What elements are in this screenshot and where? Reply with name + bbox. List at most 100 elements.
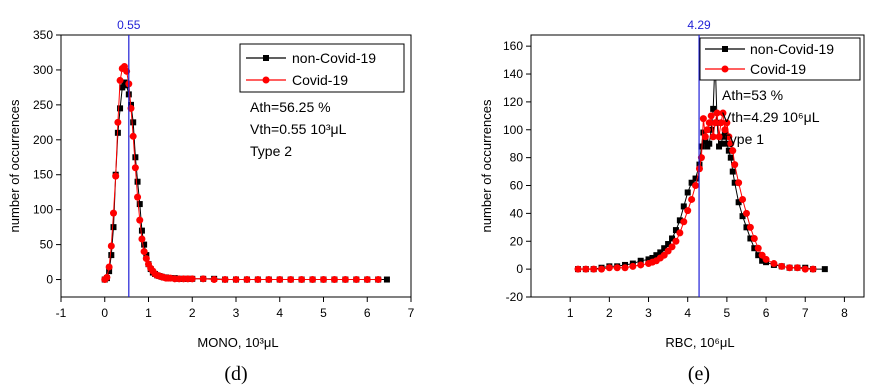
threshold-label: 0.55 [117,18,141,32]
data-point [719,133,726,140]
data-point [735,179,743,187]
y-tick-label: 0 [46,273,53,287]
data-point [739,195,747,203]
data-point [723,119,731,127]
x-tick-label: 7 [408,306,415,320]
data-point [383,276,390,283]
data-point [705,119,713,127]
data-point [116,76,124,84]
data-point [735,199,742,206]
x-tick-label: 0 [101,306,108,320]
data-point [747,235,754,242]
data-point [672,237,680,245]
data-point [112,172,120,180]
data-point [762,255,770,263]
data-point [770,260,778,268]
data-point [721,126,729,134]
data-point [729,168,736,175]
y-tick-label: 80 [510,151,524,165]
data-point [778,262,786,270]
annotation-type: Type 1 [722,131,764,147]
legend-label-covid: Covid-19 [292,72,348,88]
data-point [108,252,115,259]
data-point [711,119,719,127]
data-point [136,201,143,208]
x-axis-label: RBC, 10⁶μL [665,335,734,350]
data-point [132,154,139,161]
data-point [710,105,717,112]
data-point [199,275,207,283]
data-point [621,264,629,272]
y-tick-label: 60 [510,179,524,193]
data-point [793,264,801,272]
y-tick-label: 150 [33,168,53,182]
data-point [692,175,699,182]
data-point [684,189,691,196]
data-point [717,119,725,127]
data-point [657,249,664,256]
legend-label-non-covid: non-Covid-19 [292,50,376,66]
data-point [103,273,111,281]
y-tick-label: 120 [503,95,523,109]
data-point [698,143,705,150]
y-tick-label: 160 [503,39,523,53]
data-point [665,241,672,248]
data-point [265,276,273,284]
data-point [629,262,637,270]
data-point [232,276,240,284]
series-group [101,62,390,284]
legend-label-covid: Covid-19 [750,61,806,77]
data-point [637,261,645,269]
x-tick-label: 5 [724,306,731,320]
y-tick-label: 40 [510,206,524,220]
data-point [605,264,613,272]
data-point [676,217,683,224]
annotation-ath: Ath=56.25 % [250,99,331,115]
legend-marker-covid [721,65,729,73]
data-point [330,276,338,284]
legend-box [699,37,861,81]
data-point [661,245,668,252]
legend-marker-covid [262,76,270,84]
x-tick-label: 1 [567,306,574,320]
data-point [140,248,148,256]
y-tick-label: -20 [506,290,524,304]
data-point [668,243,676,251]
data-point [131,164,139,172]
data-point [680,203,687,210]
data-point [110,224,117,231]
data-point [590,265,598,273]
data-point [801,265,809,273]
data-point [688,179,695,186]
data-point [117,105,124,112]
x-tick-label: 3 [645,306,652,320]
data-point [684,207,692,215]
x-tick-label: 5 [320,306,327,320]
data-point [221,276,229,284]
y-tick-label: 200 [33,133,53,147]
panel-caption: (d) [224,363,247,385]
data-point [254,276,262,284]
data-point [809,265,817,273]
data-point [699,115,707,123]
data-point [110,209,117,217]
data-point [210,276,218,284]
data-point [727,140,735,148]
data-point [352,276,360,284]
x-tick-label: -1 [56,306,67,320]
data-point [725,133,733,141]
x-tick-label: 4 [684,306,691,320]
data-point [676,229,684,237]
data-point [739,213,746,220]
y-tick-label: 50 [40,238,54,252]
y-axis-label: number of occurrences [7,99,22,232]
data-point [134,178,141,185]
data-point [276,276,284,284]
x-tick-label: 6 [763,306,770,320]
data-point [374,276,382,284]
data-point [142,255,150,263]
legend-label-non-covid: non-Covid-19 [750,41,834,57]
data-point [188,275,196,283]
data-point [786,264,794,272]
data-point [709,133,717,141]
